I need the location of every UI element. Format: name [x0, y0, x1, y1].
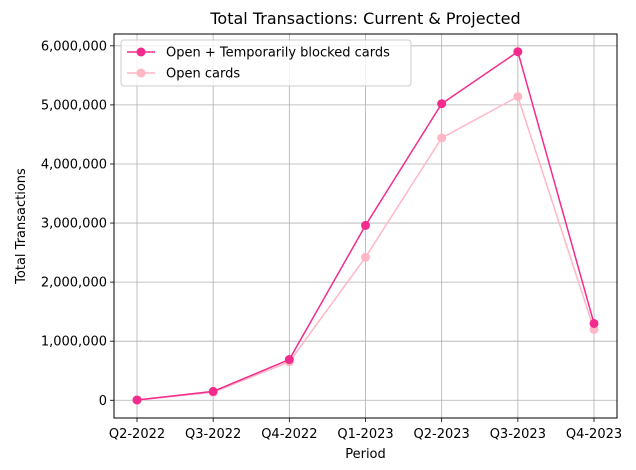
- y-tick-label: 3,000,000: [41, 217, 107, 232]
- x-tick-label: Q2-2023: [414, 427, 470, 442]
- data-point-open-temp-blocked: [513, 47, 523, 57]
- y-tick-label: 5,000,000: [41, 98, 107, 113]
- series-lines: [132, 47, 599, 405]
- x-tick-label: Q4-2022: [261, 427, 317, 442]
- y-tick-label: 6,000,000: [41, 39, 107, 54]
- x-tick-label: Q3-2022: [185, 427, 241, 442]
- x-tick-label: Q3-2023: [490, 427, 546, 442]
- y-tick-label: 1,000,000: [41, 335, 107, 350]
- data-point-open-cards: [437, 133, 447, 143]
- x-tick-label: Q2-2022: [109, 427, 165, 442]
- x-tick-label: Q1-2023: [337, 427, 393, 442]
- series-open-temp-blocked: [132, 47, 599, 405]
- x-axis-ticks: Q2-2022 Q3-2022 Q4-2022 Q1-2023 Q2-2023 Q3-20…: [109, 418, 622, 442]
- y-axis-title: Total Transactions: [14, 168, 29, 285]
- y-axis-ticks: 0 1,000,000 2,000,000 3,000,000 4,000,000 5,0…: [41, 39, 114, 409]
- data-point-open-temp-blocked: [208, 386, 218, 396]
- y-tick-label: 2,000,000: [41, 276, 107, 291]
- y-tick-label: 4,000,000: [41, 157, 107, 172]
- legend: Open + Temporarily blocked cards Open ca…: [120, 39, 412, 87]
- legend-label-open-temp-blocked: Open + Temporarily blocked cards: [166, 46, 390, 61]
- data-point-open-cards: [513, 92, 523, 102]
- data-point-open-temp-blocked: [132, 395, 142, 405]
- data-point-open-temp-blocked: [284, 355, 294, 365]
- chart-title: Total Transactions: Current & Projected: [209, 9, 520, 28]
- data-point-open-temp-blocked: [589, 318, 599, 328]
- legend-label-open-cards: Open cards: [166, 67, 240, 82]
- legend-box: [120, 39, 412, 87]
- x-axis-title: Period: [345, 447, 386, 462]
- data-point-open-cards: [361, 252, 370, 262]
- data-point-open-temp-blocked: [437, 99, 447, 109]
- y-tick-label: 0: [99, 394, 107, 409]
- x-tick-label: Q4-2023: [566, 427, 622, 442]
- data-point-open-temp-blocked: [361, 220, 370, 230]
- legend-marker-open-cards: [136, 68, 146, 78]
- legend-marker-open-temp-blocked: [136, 47, 146, 57]
